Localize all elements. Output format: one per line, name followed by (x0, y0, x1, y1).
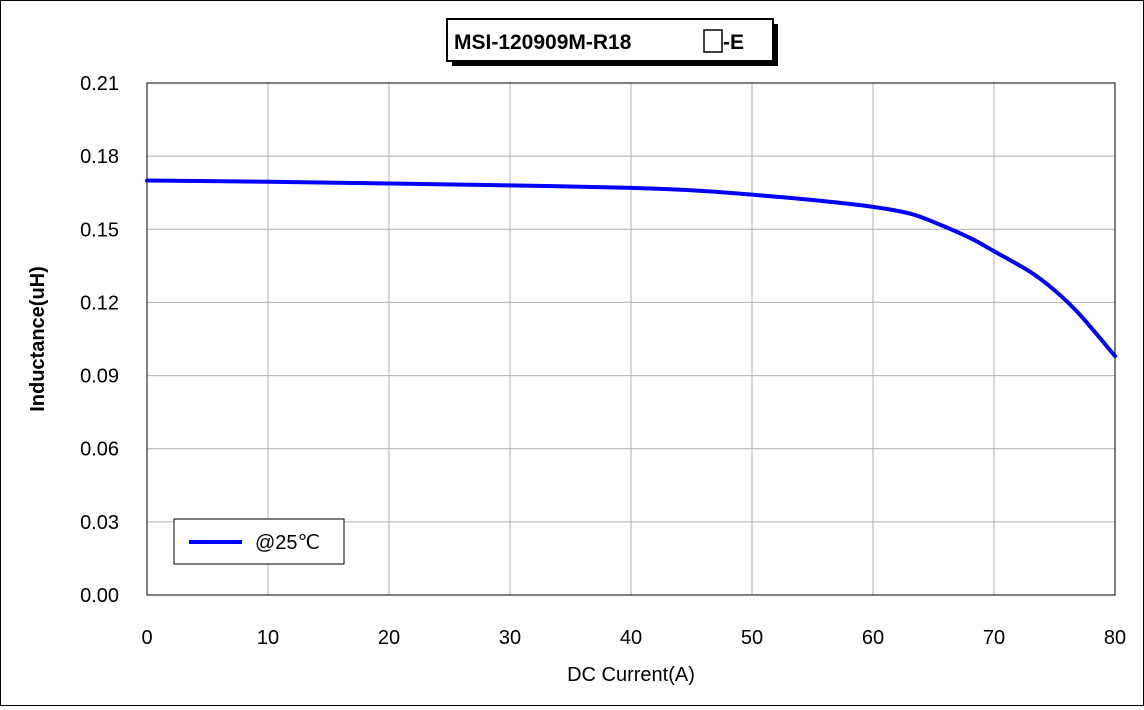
series-line-25c (145, 178, 1117, 359)
plot-area-border (146, 82, 1116, 596)
x-tick-label: 80 (1104, 627, 1126, 649)
y-tick-label: 0.21 (80, 73, 119, 95)
chart-title-prefix: MSI-120909M-R18 (454, 31, 632, 54)
x-tick-label: 20 (378, 627, 400, 649)
grid (146, 82, 1116, 596)
legend-label: @25℃ (255, 532, 320, 554)
x-tick-label: 10 (257, 627, 279, 649)
x-tick-label: 70 (983, 627, 1005, 649)
legend: @25℃ (173, 518, 345, 565)
y-tick-label: 0.06 (80, 439, 119, 461)
y-tick-label: 0.12 (80, 292, 119, 314)
x-axis-label: DC Current(A) (567, 664, 695, 686)
x-tick-label: 0 (141, 627, 152, 649)
y-tick-labels: 0.00 0.03 0.06 0.09 0.12 0.15 0.18 0.21 (80, 73, 119, 607)
y-tick-label: 0.15 (80, 219, 119, 241)
x-tick-labels: 0 10 20 30 40 50 60 70 80 (141, 627, 1126, 649)
title-box: MSI-120909M-R18 -E (446, 18, 778, 66)
y-tick-label: 0.00 (80, 585, 119, 607)
x-tick-label: 30 (499, 627, 521, 649)
y-tick-label: 0.03 (80, 512, 119, 534)
y-tick-label: 0.09 (80, 366, 119, 388)
x-tick-label: 50 (741, 627, 763, 649)
title-placeholder-box (703, 29, 723, 53)
x-tick-label: 60 (862, 627, 884, 649)
y-axis-label: Inductance(uH) (27, 266, 49, 412)
chart-title-suffix: -E (723, 31, 744, 54)
x-tick-label: 40 (620, 627, 642, 649)
y-tick-label: 0.18 (80, 146, 119, 168)
